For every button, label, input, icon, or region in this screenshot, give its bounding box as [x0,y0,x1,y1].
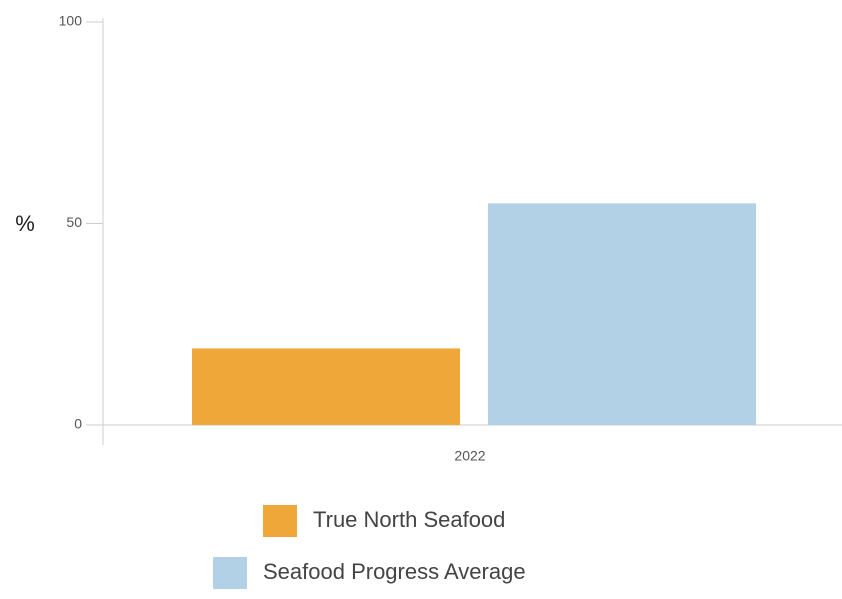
y-tick-label: 100 [59,13,83,29]
x-tick-label: 2022 [454,448,485,464]
y-tick-label: 50 [66,214,82,230]
legend-label: Seafood Progress Average [263,559,526,584]
bar [192,348,460,425]
legend-swatch [213,557,247,589]
y-axis-label: % [15,211,35,236]
bar [488,203,756,425]
legend-swatch [263,505,297,537]
y-tick-label: 0 [74,416,82,432]
legend-label: True North Seafood [313,507,505,532]
